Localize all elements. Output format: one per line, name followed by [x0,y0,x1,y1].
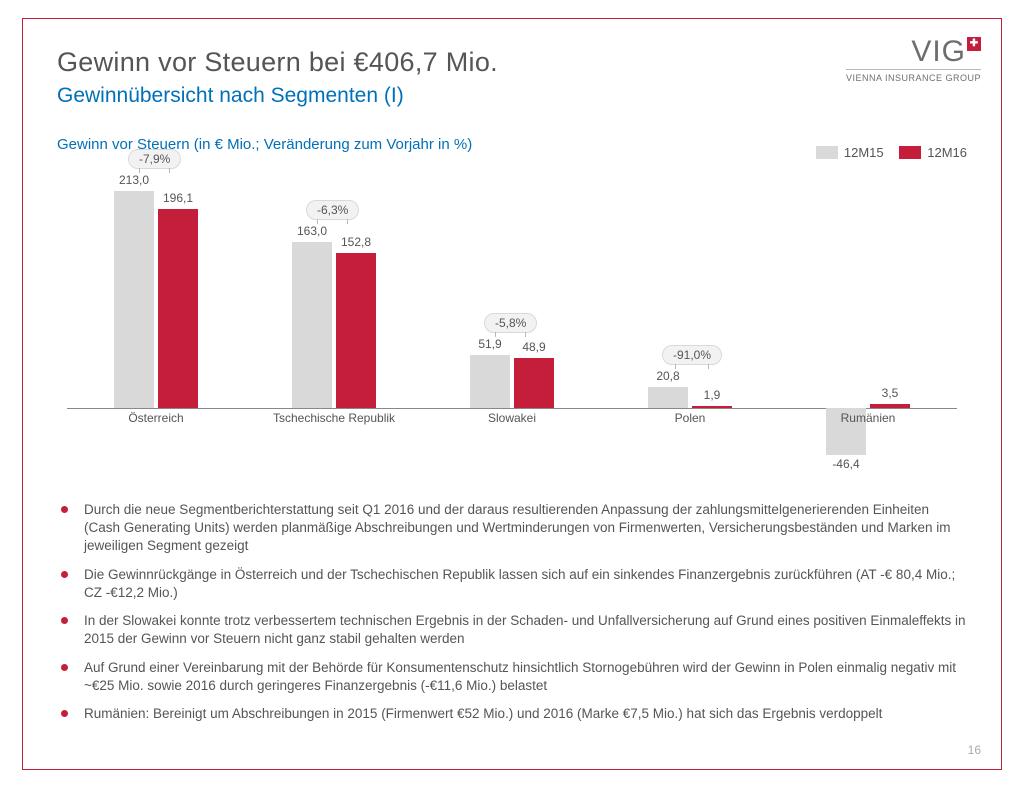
company-logo: VIG✚ VIENNA INSURANCE GROUP [846,37,981,83]
bar-2015 [648,387,688,408]
page-title: Gewinn vor Steuern bei €406,7 Mio. [57,47,967,78]
bar-group: 20,8 1,9 -91,0% [601,175,779,408]
bar-value-2016: 3,5 [865,386,915,400]
bar-value-2015: 213,0 [109,173,159,187]
chart-plot-area: 213,0196,1-7,9%163,0152,8-6,3%51,948,9-5… [67,175,957,409]
bar-value-2015: 51,9 [465,337,515,351]
bullet-dot-icon [61,710,68,717]
bar-2016 [692,406,732,408]
slide-frame: VIG✚ VIENNA INSURANCE GROUP Gewinn vor S… [22,18,1002,770]
bar-value-2016: 1,9 [687,388,737,402]
bullet-text: Auf Grund einer Vereinbarung mit der Beh… [84,659,967,695]
bar-2016 [158,209,198,409]
chart-x-axis: ÖsterreichTschechische RepublikSlowakeiP… [67,411,957,439]
x-axis-label: Polen [601,411,779,439]
logo-text: VIG [911,37,966,67]
bar-2016 [514,358,554,408]
bar-2015 [470,355,510,408]
legend-item-2015: 12M15 [816,145,884,160]
logo-subtitle: VIENNA INSURANCE GROUP [846,69,981,83]
bullet-text: Rumänien: Bereinigt um Abschreibungen in… [84,705,882,723]
bullet-text: In der Slowakei konnte trotz verbesserte… [84,612,967,648]
bullet-text: Die Gewinnrückgänge in Österreich und de… [84,566,967,602]
bullet-list: Durch die neue Segmentberichterstattung … [57,501,967,723]
bar-value-2016: 48,9 [509,340,559,354]
change-bubble: -91,0% [662,345,722,365]
bar-value-2016: 152,8 [331,235,381,249]
bar-2016 [870,404,910,408]
chart-legend: 12M15 12M16 [804,145,967,162]
bar-value-2015: 20,8 [643,369,693,383]
bar-group: 213,0196,1-7,9% [67,175,245,408]
legend-label-2016: 12M16 [927,145,967,160]
page-subtitle: Gewinnübersicht nach Segmenten (I) [57,84,967,108]
bullet-dot-icon [61,617,68,624]
x-axis-label: Slowakei [423,411,601,439]
logo-plus-icon: ✚ [967,37,981,51]
bar-value-2016: 196,1 [153,191,203,205]
bar-2015 [292,242,332,408]
legend-swatch-2015 [816,146,838,159]
legend-label-2015: 12M15 [844,145,884,160]
bullet-dot-icon [61,506,68,513]
legend-item-2016: 12M16 [899,145,967,160]
bullet-item: Durch die neue Segmentberichterstattung … [61,501,967,556]
bar-2015 [114,191,154,408]
bar-chart: 213,0196,1-7,9%163,0152,8-6,3%51,948,9-5… [57,175,967,439]
bullet-dot-icon [61,664,68,671]
x-axis-label: Tschechische Republik [245,411,423,439]
bar-value-2015: -46,4 [821,457,871,471]
change-bubble: -5,8% [484,313,537,333]
bullet-dot-icon [61,571,68,578]
bullet-text: Durch die neue Segmentberichterstattung … [84,501,967,556]
x-axis-label: Rumänien [779,411,957,439]
page-number: 16 [968,743,981,757]
bullet-item: Rumänien: Bereinigt um Abschreibungen in… [61,705,967,723]
x-axis-label: Österreich [67,411,245,439]
bar-group: 51,948,9 -5,8% [423,175,601,408]
bar-value-2015: 163,0 [287,224,337,238]
legend-swatch-2016 [899,146,921,159]
change-bubble: -6,3% [306,200,359,220]
bar-2016 [336,253,376,408]
bullet-item: Auf Grund einer Vereinbarung mit der Beh… [61,659,967,695]
change-bubble: -7,9% [128,149,181,169]
bullet-item: In der Slowakei konnte trotz verbesserte… [61,612,967,648]
bullet-item: Die Gewinnrückgänge in Österreich und de… [61,566,967,602]
bar-group: 163,0152,8 -6,3% [245,175,423,408]
bar-group: -46,43,5 [779,175,957,408]
